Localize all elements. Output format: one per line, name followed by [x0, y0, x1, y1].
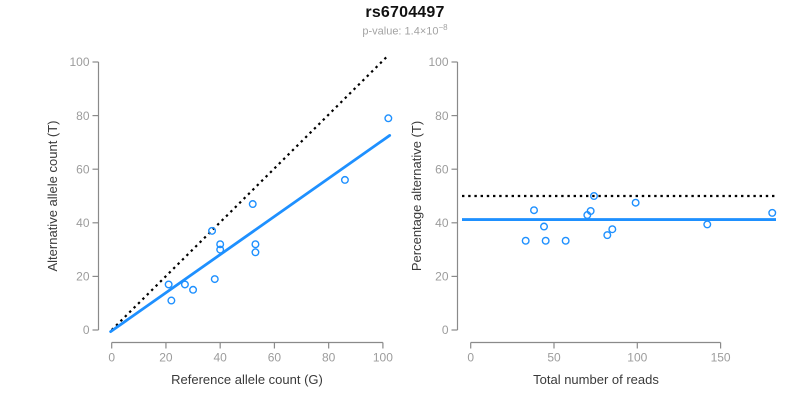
- x-tick-label: 0: [108, 351, 115, 365]
- y-tick-label: 0: [442, 323, 449, 337]
- y-tick-label: 0: [83, 323, 90, 337]
- x-tick-label: 100: [627, 351, 647, 365]
- x-tick-label: 40: [214, 351, 228, 365]
- data-point: [208, 226, 217, 235]
- data-point: [251, 240, 260, 249]
- data-point: [189, 285, 198, 294]
- data-point: [703, 220, 712, 229]
- data-point: [180, 280, 189, 289]
- data-point: [589, 191, 598, 200]
- data-point: [164, 280, 173, 289]
- data-point: [216, 240, 225, 249]
- y-tick-label: 60: [76, 162, 90, 176]
- right-scatter-plot: Total number of reads Percentage alterna…: [409, 55, 777, 387]
- left-scatter-plot: Reference allele count (G) Alternative a…: [45, 55, 393, 387]
- identity-line-dotted: [110, 55, 388, 331]
- data-point: [216, 245, 225, 254]
- y-tick-label: 20: [435, 270, 449, 284]
- x-tick-label: 60: [268, 351, 282, 365]
- regression-fit-line: [109, 134, 392, 334]
- data-point: [603, 231, 612, 240]
- data-point: [530, 206, 539, 215]
- left-y-axis-title: Alternative allele count (T): [45, 120, 60, 271]
- data-point: [561, 236, 570, 245]
- y-tick-label: 100: [428, 55, 448, 69]
- y-tick-label: 40: [76, 216, 90, 230]
- data-point: [248, 200, 257, 209]
- data-point: [521, 236, 530, 245]
- data-point: [251, 248, 260, 257]
- x-tick-label: 80: [322, 351, 336, 365]
- y-tick-label: 80: [76, 109, 90, 123]
- data-point: [167, 296, 176, 305]
- data-point: [541, 236, 550, 245]
- x-tick-label: 100: [373, 351, 393, 365]
- data-point: [340, 175, 349, 184]
- data-point: [583, 211, 592, 220]
- y-tick-label: 80: [435, 109, 449, 123]
- data-point: [608, 225, 617, 234]
- right-y-axis-title: Percentage alternative (T): [409, 121, 424, 271]
- x-tick-label: 150: [711, 351, 731, 365]
- x-tick-label: 50: [547, 351, 561, 365]
- x-tick-label: 0: [467, 351, 474, 365]
- y-tick-label: 60: [435, 162, 449, 176]
- data-point: [540, 222, 549, 231]
- data-point: [384, 114, 393, 123]
- data-point: [210, 275, 219, 284]
- y-tick-label: 40: [435, 216, 449, 230]
- left-x-axis-title: Reference allele count (G): [171, 372, 323, 387]
- y-tick-label: 20: [76, 270, 90, 284]
- data-point: [631, 198, 640, 207]
- x-tick-label: 20: [159, 351, 173, 365]
- right-x-axis-title: Total number of reads: [533, 372, 659, 387]
- data-point: [768, 208, 777, 217]
- y-tick-label: 100: [69, 55, 89, 69]
